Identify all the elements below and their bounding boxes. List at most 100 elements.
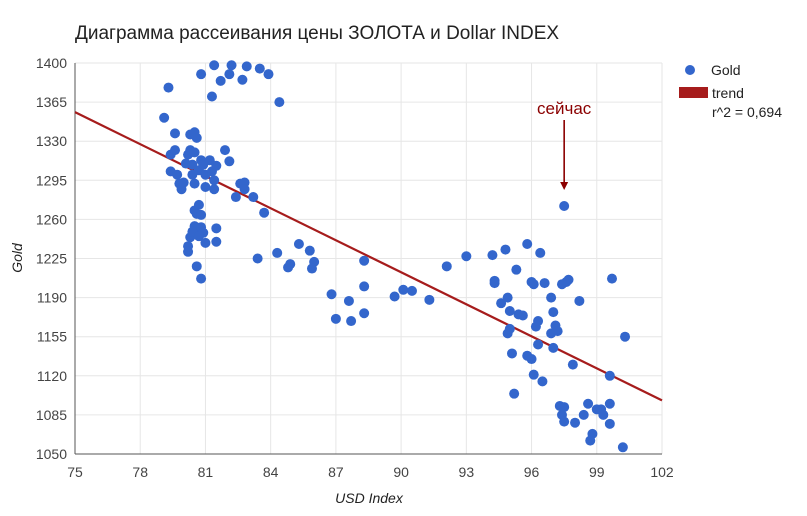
data-point bbox=[487, 250, 498, 261]
data-point bbox=[535, 247, 546, 258]
data-point bbox=[211, 236, 222, 247]
data-point bbox=[502, 292, 513, 303]
data-point bbox=[598, 409, 609, 420]
data-point bbox=[189, 147, 200, 158]
y-tick-label: 1120 bbox=[37, 368, 67, 384]
y-tick-label: 1225 bbox=[36, 251, 67, 267]
chart-title: Диаграмма рассеивания цены ЗОЛОТА и Doll… bbox=[75, 23, 559, 44]
data-point bbox=[604, 398, 615, 409]
data-point bbox=[504, 323, 515, 334]
y-tick-label: 1365 bbox=[36, 94, 67, 110]
data-point bbox=[187, 159, 198, 170]
data-point bbox=[509, 388, 520, 399]
data-point bbox=[172, 169, 183, 180]
data-point bbox=[559, 402, 570, 413]
y-tick-label: 1050 bbox=[36, 446, 67, 462]
y-tick-label: 1190 bbox=[37, 290, 67, 306]
points-layer bbox=[159, 60, 631, 453]
data-point bbox=[193, 199, 204, 210]
data-point bbox=[617, 442, 628, 453]
data-point bbox=[306, 263, 317, 274]
data-point bbox=[424, 294, 435, 305]
data-point bbox=[359, 255, 370, 266]
data-point bbox=[209, 184, 220, 195]
data-point bbox=[559, 416, 570, 427]
data-point bbox=[585, 435, 596, 446]
legend-r-squared: r^2 = 0,694 bbox=[712, 104, 782, 120]
data-point bbox=[606, 273, 617, 284]
data-point bbox=[209, 60, 220, 71]
data-point bbox=[189, 178, 200, 189]
data-point bbox=[170, 145, 181, 156]
data-point bbox=[526, 354, 537, 365]
data-point bbox=[326, 289, 337, 300]
data-point bbox=[248, 192, 259, 203]
data-point bbox=[604, 370, 615, 381]
data-point bbox=[220, 145, 231, 156]
x-tick-label: 90 bbox=[393, 464, 409, 480]
legend-marker-gold bbox=[685, 65, 695, 75]
x-tick-label: 99 bbox=[589, 464, 605, 480]
data-point bbox=[237, 74, 248, 85]
data-point bbox=[578, 409, 589, 420]
data-point bbox=[252, 253, 263, 264]
data-point bbox=[193, 231, 204, 242]
data-point bbox=[548, 307, 559, 318]
data-point bbox=[552, 326, 563, 337]
data-point bbox=[441, 261, 452, 272]
data-point bbox=[359, 281, 370, 292]
y-tick-label: 1295 bbox=[36, 172, 67, 188]
data-point bbox=[546, 292, 557, 303]
data-point bbox=[211, 223, 222, 234]
data-point bbox=[224, 69, 235, 80]
data-point bbox=[178, 177, 189, 188]
data-point bbox=[604, 418, 615, 429]
data-point bbox=[359, 308, 370, 319]
data-point bbox=[191, 132, 202, 143]
data-point bbox=[506, 348, 517, 359]
x-tick-label: 96 bbox=[524, 464, 540, 480]
data-point bbox=[191, 261, 202, 272]
y-tick-label: 1155 bbox=[37, 329, 67, 345]
data-point bbox=[567, 359, 578, 370]
data-point bbox=[226, 60, 237, 71]
data-point bbox=[274, 97, 285, 108]
data-point bbox=[211, 160, 222, 171]
data-point bbox=[196, 273, 207, 284]
data-point bbox=[346, 316, 357, 327]
y-tick-label: 1400 bbox=[36, 55, 67, 71]
data-point bbox=[224, 156, 235, 167]
x-tick-label: 81 bbox=[198, 464, 214, 480]
data-point bbox=[533, 316, 544, 327]
data-point bbox=[511, 264, 522, 275]
data-point bbox=[263, 69, 274, 80]
x-tick-label: 75 bbox=[67, 464, 83, 480]
data-point bbox=[239, 184, 250, 195]
data-point bbox=[496, 298, 507, 309]
data-point bbox=[293, 238, 304, 249]
y-tick-label: 1330 bbox=[36, 133, 67, 149]
x-tick-label: 78 bbox=[132, 464, 148, 480]
data-point bbox=[461, 251, 472, 262]
data-point bbox=[620, 331, 631, 342]
data-point bbox=[574, 295, 585, 306]
legend-label-trend: trend bbox=[712, 85, 744, 101]
y-tick-label: 1085 bbox=[36, 407, 67, 423]
data-point bbox=[230, 192, 241, 203]
x-axis-title: USD Index bbox=[335, 490, 404, 506]
data-point bbox=[272, 247, 283, 258]
x-tick-label: 84 bbox=[263, 464, 279, 480]
data-point bbox=[170, 128, 181, 139]
data-point bbox=[163, 82, 174, 93]
data-point bbox=[526, 276, 537, 287]
annotation-arrowhead bbox=[560, 181, 569, 190]
data-point bbox=[215, 75, 226, 86]
x-tick-label: 102 bbox=[650, 464, 674, 480]
data-point bbox=[539, 278, 550, 289]
data-point bbox=[517, 310, 528, 321]
data-point bbox=[183, 246, 194, 257]
data-point bbox=[504, 306, 515, 317]
data-point bbox=[389, 291, 400, 302]
y-axis-title: Gold bbox=[9, 242, 25, 273]
